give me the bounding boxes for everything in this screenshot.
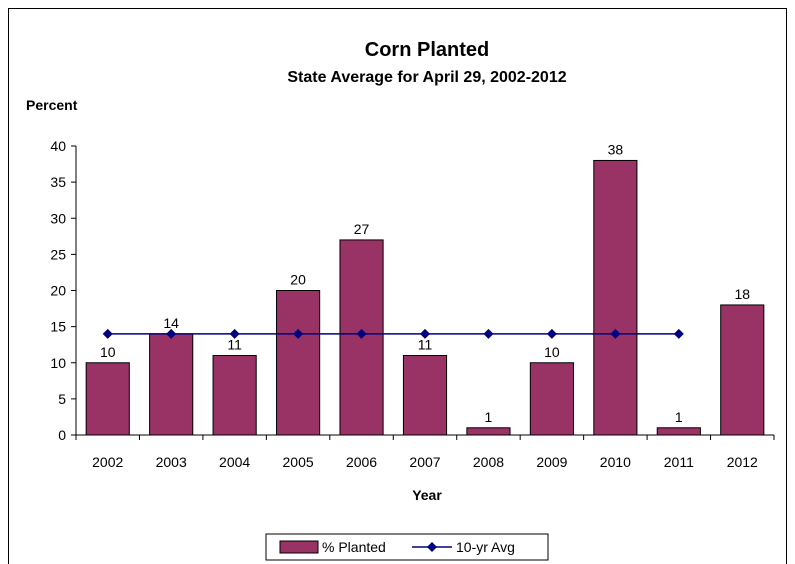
x-tick-label-2004: 2004	[219, 454, 250, 470]
avg-marker-2005	[293, 328, 304, 339]
x-tick-label-2008: 2008	[473, 454, 504, 470]
bar-label-2006: 27	[354, 221, 370, 237]
bar-2003	[149, 333, 194, 436]
chart-subtitle: State Average for April 29, 2002-2012	[287, 69, 566, 86]
bar-label-2008: 1	[485, 409, 493, 425]
x-axis-label: Year	[412, 487, 442, 503]
legend-line-marker	[427, 542, 437, 552]
bar-label-2005: 20	[290, 272, 306, 288]
legend-bar-label: % Planted	[322, 539, 386, 555]
x-tick-label-2005: 2005	[283, 454, 314, 470]
bar-2005	[276, 290, 321, 436]
y-tick-label-15: 15	[50, 319, 66, 335]
x-tick-label-2007: 2007	[409, 454, 440, 470]
legend: % Planted 10-yr Avg	[265, 533, 549, 561]
bar-label-2003: 14	[163, 315, 179, 331]
x-tick-label-2011: 2011	[664, 454, 694, 470]
avg-marker-2004	[229, 328, 240, 339]
bar-2004	[212, 355, 257, 436]
bar-label-2009: 10	[544, 344, 560, 360]
bar-2011	[656, 427, 701, 436]
y-tick-label-10: 10	[50, 355, 66, 371]
y-tick-label-40: 40	[50, 138, 66, 154]
bar-label-2012: 18	[734, 286, 750, 302]
bar-2002	[85, 362, 130, 436]
y-tick-label-25: 25	[50, 246, 66, 262]
bar-label-2007: 11	[418, 337, 433, 353]
y-axis: 0 5 10 15 20 25 30 35 40	[50, 138, 77, 443]
legend-box	[265, 533, 549, 561]
bar-2008	[466, 427, 511, 436]
avg-marker-2010	[610, 328, 621, 339]
avg-marker-2002	[102, 328, 113, 339]
bar-label-2011: 1	[675, 409, 683, 425]
bar-label-2002: 10	[100, 344, 116, 360]
bar-series	[85, 159, 765, 436]
y-axis-label: Percent	[26, 97, 78, 113]
x-tick-label-2003: 2003	[156, 454, 187, 470]
bar-2010	[593, 159, 638, 436]
avg-marker-2011	[673, 328, 684, 339]
x-tick-label-2006: 2006	[346, 454, 377, 470]
x-tick-label-2012: 2012	[727, 454, 758, 470]
chart-frame	[8, 8, 787, 564]
y-tick-label-5: 5	[58, 391, 66, 407]
y-tick-label-30: 30	[50, 210, 66, 226]
legend-bar-swatch	[279, 540, 319, 554]
bar-label-2010: 38	[608, 141, 624, 157]
avg-marker-2009	[546, 328, 557, 339]
avg-marker-2007	[420, 328, 430, 339]
avg-marker-2008	[483, 328, 494, 339]
avg-marker-2006	[356, 328, 367, 339]
x-axis: 2002 2003 2004 2005 2006 2007 2008 2009 2010 2011…	[75, 434, 775, 470]
x-tick-label-2002: 2002	[92, 454, 123, 470]
y-tick-label-0: 0	[58, 427, 66, 443]
legend-line-label: 10-yr Avg	[456, 539, 515, 555]
bar-label-2004: 11	[227, 337, 242, 353]
bar-2012	[720, 304, 765, 436]
avg-marker-2003	[166, 328, 177, 339]
x-tick-label-2010: 2010	[600, 454, 631, 470]
bar-2007	[402, 355, 448, 436]
x-tick-label-2009: 2009	[536, 454, 567, 470]
avg-line-series	[102, 328, 684, 339]
bar-2009	[529, 362, 574, 436]
y-tick-label-35: 35	[50, 174, 66, 190]
y-tick-label-20: 20	[50, 283, 66, 299]
chart-title: Corn Planted	[365, 39, 489, 61]
